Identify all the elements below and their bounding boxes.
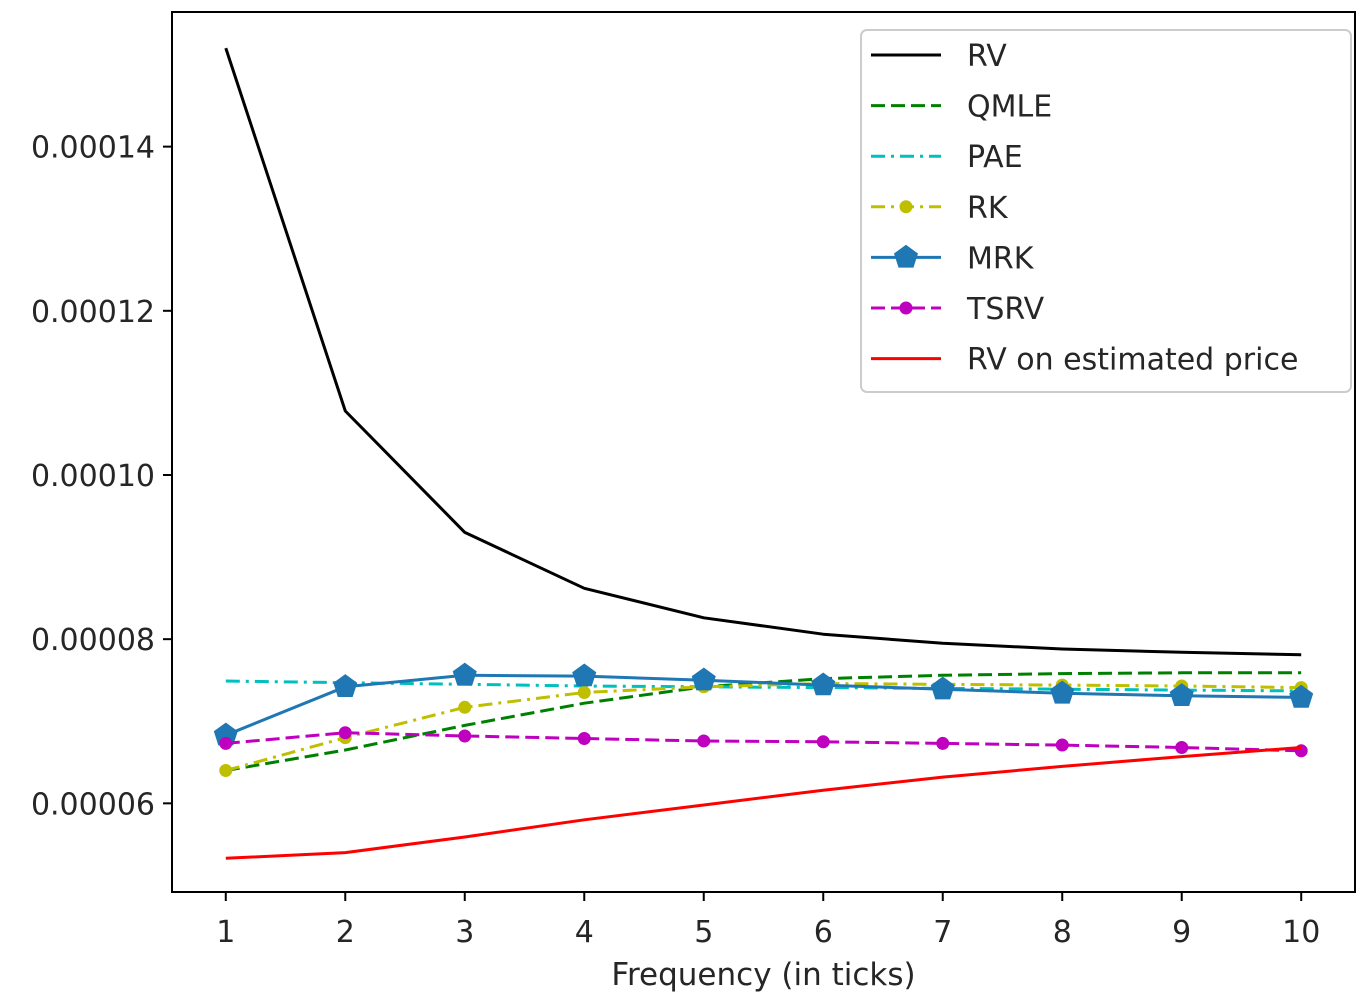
data-point (1289, 684, 1314, 708)
legend-marker (899, 200, 913, 214)
data-point (1055, 738, 1069, 752)
legend-item: PAE (871, 140, 1023, 175)
data-point (1050, 680, 1075, 704)
x-tick-label: 1 (216, 915, 235, 950)
x-tick-label: 7 (933, 915, 952, 950)
y-tick-label: 0.00010 (31, 459, 155, 494)
y-tick-label: 0.00008 (31, 623, 155, 658)
series-line-pae (225, 679, 1302, 693)
legend-item: MRK (871, 241, 1035, 276)
data-point (458, 729, 472, 743)
series-tsrv (219, 726, 1308, 758)
series-line-qmle (225, 671, 1302, 772)
x-tick-label: 3 (455, 915, 474, 950)
series-line-rv (224, 47, 1302, 657)
legend: RV QMLE PAE RK MRK TSRV RV on estimated price (860, 29, 1352, 393)
data-point (1175, 741, 1189, 755)
data-point (338, 726, 352, 740)
plot-area-frame (171, 11, 1356, 893)
series-rk (219, 676, 1308, 778)
series-line-rv-on-estimated-price (225, 746, 1302, 860)
x-axis-label: Frequency (in ticks) (611, 957, 915, 993)
y-axis: 0.00006 0.00008 0.00010 0.00012 0.00014 (31, 131, 172, 822)
legend-label: RV (967, 39, 1007, 74)
legend-label: QMLE (967, 90, 1052, 125)
data-point (577, 731, 591, 745)
data-point (691, 667, 716, 691)
legend-item: RV (871, 39, 1007, 74)
legend-box (860, 29, 1352, 393)
data-point (936, 736, 950, 750)
y-tick-label: 0.00014 (31, 131, 155, 166)
data-point (697, 734, 711, 748)
legend-label: PAE (967, 140, 1023, 175)
x-tick-label: 9 (1172, 915, 1191, 950)
y-tick-label: 0.00012 (31, 295, 155, 330)
data-point (1169, 683, 1194, 706)
x-tick-label: 8 (1053, 915, 1072, 950)
legend-marker (894, 244, 918, 268)
series-mrk (213, 662, 1314, 746)
data-point (816, 735, 830, 749)
legend-item: RV on estimated price (871, 343, 1298, 378)
legend-item: TSRV (871, 292, 1045, 327)
series-qmle (225, 671, 1302, 772)
series-rv-on-estimated-price (225, 746, 1302, 860)
legend-label: MRK (967, 241, 1035, 276)
legend-item: QMLE (871, 90, 1052, 125)
data-point (458, 700, 472, 714)
data-point (452, 662, 477, 686)
data-point (811, 672, 836, 696)
y-tick-label: 0.00006 (31, 787, 155, 822)
legend-marker (899, 301, 913, 315)
legend-label: RK (967, 191, 1009, 226)
x-axis: 1 2 3 4 5 6 7 8 9 10 (216, 892, 1320, 950)
legend-label: RV on estimated price (967, 343, 1298, 378)
x-tick-label: 6 (814, 915, 833, 950)
series-rv (224, 47, 1302, 657)
series-pae (225, 679, 1302, 693)
series-line-rk (225, 682, 1302, 772)
data-point (219, 764, 233, 778)
data-point (333, 674, 358, 697)
legend-item: RK (871, 191, 1009, 226)
x-tick-label: 2 (336, 915, 355, 950)
x-tick-label: 5 (694, 915, 713, 950)
legend-label: TSRV (966, 292, 1045, 327)
data-point (572, 663, 597, 687)
x-tick-label: 4 (575, 915, 594, 950)
series-line-mrk (225, 673, 1302, 737)
data-point (577, 686, 591, 700)
data-point (219, 736, 233, 750)
x-tick-label: 10 (1282, 915, 1320, 950)
data-point (930, 676, 955, 700)
